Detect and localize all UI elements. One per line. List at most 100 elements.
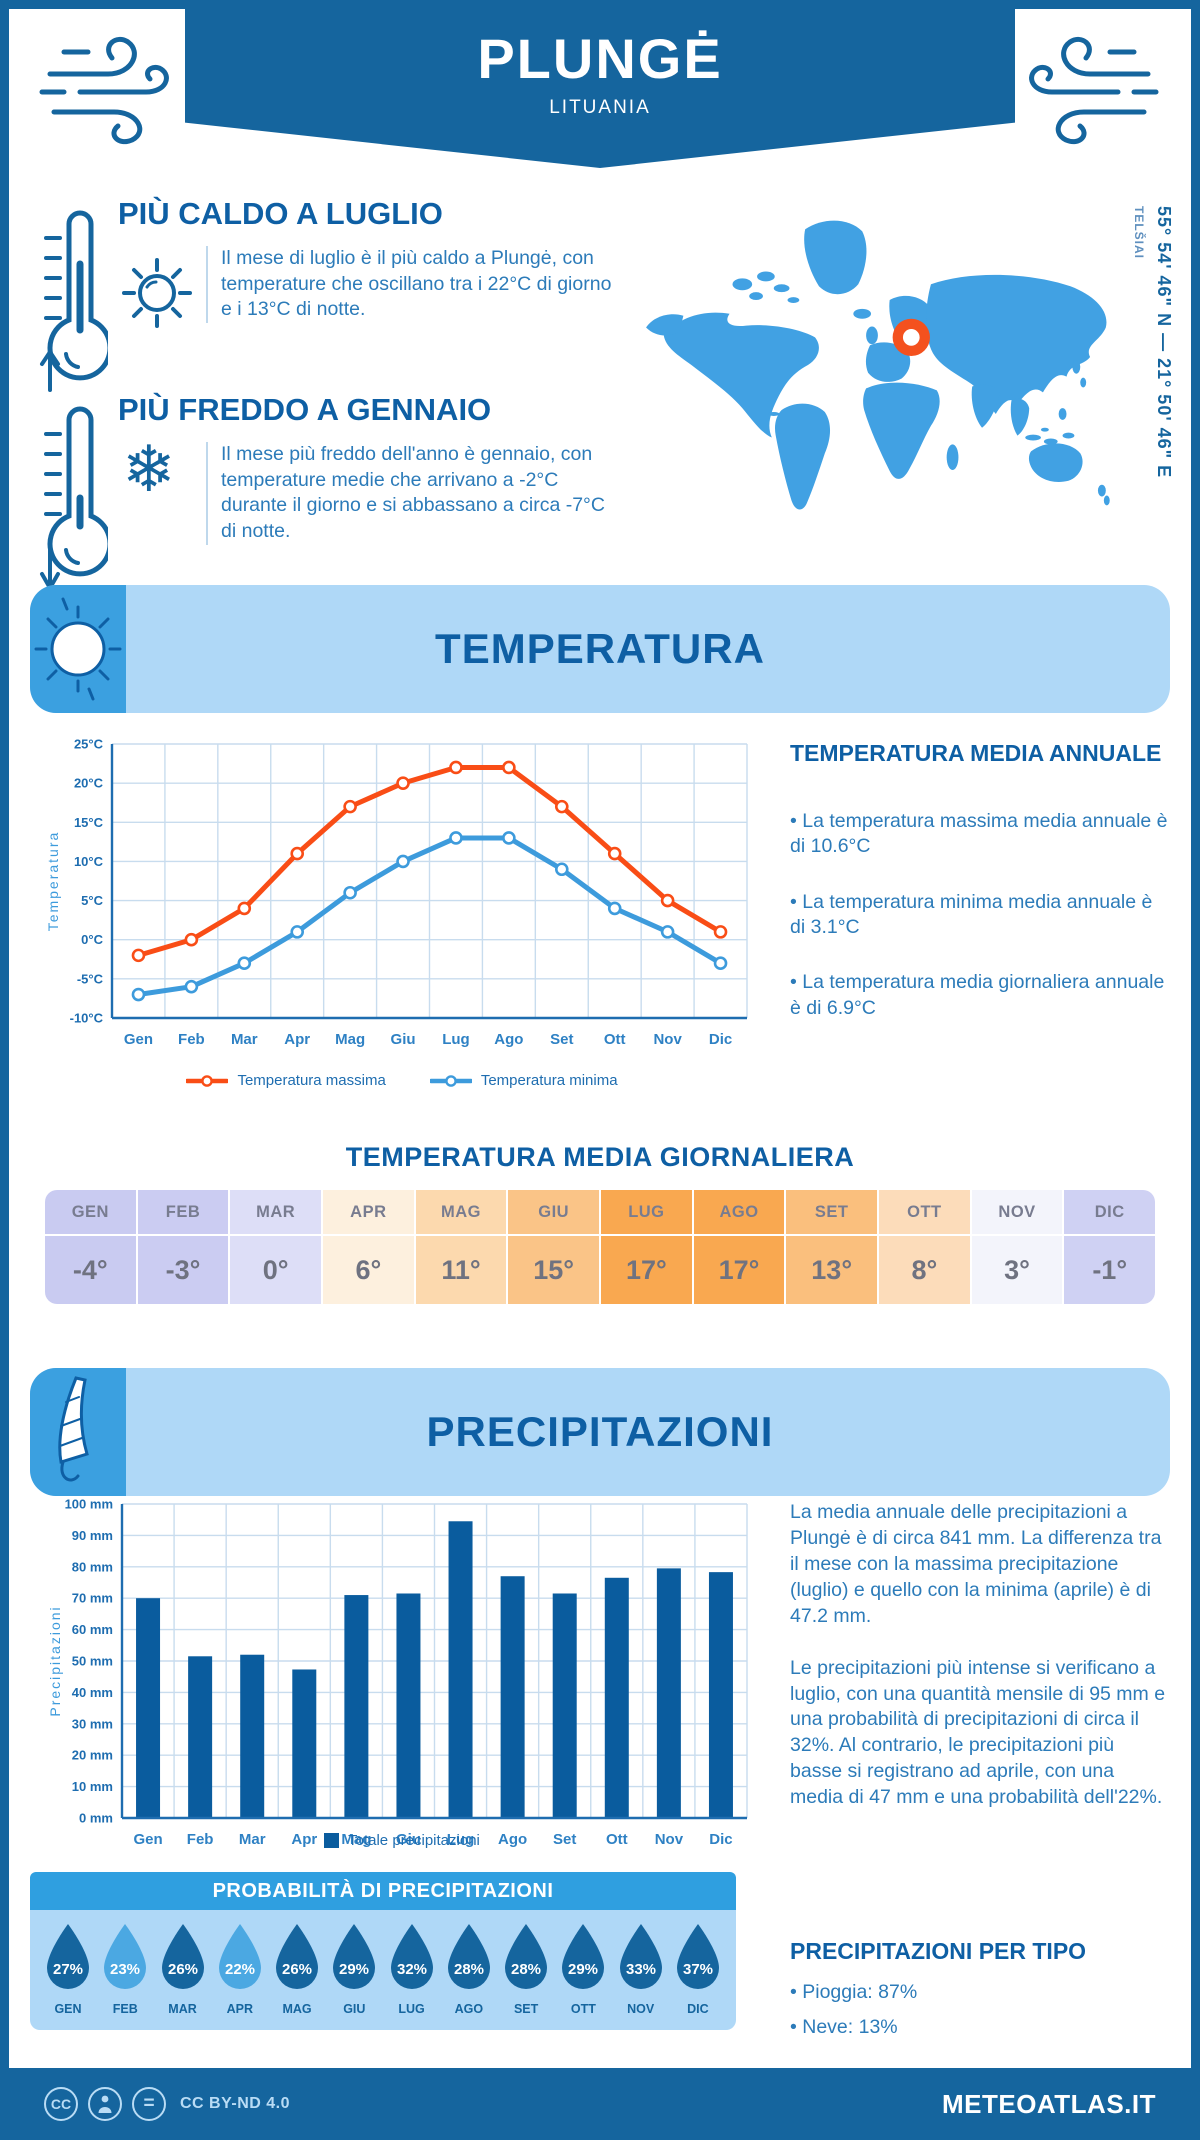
temp-table-value: 0°	[262, 1254, 289, 1285]
svg-text:15°C: 15°C	[74, 815, 104, 830]
svg-text:Giu: Giu	[391, 1031, 416, 1048]
droplet-icon: 29%	[562, 1924, 605, 1989]
temp-table-month: MAG	[415, 1190, 507, 1236]
droplet-icon: 29%	[333, 1924, 376, 1989]
temp-max-line	[135, 764, 724, 958]
wind-icon	[28, 18, 198, 153]
svg-text:Mag: Mag	[335, 1031, 365, 1048]
temp-table-cell-MAG: MAG 11°	[415, 1190, 509, 1304]
svg-text:10°C: 10°C	[74, 854, 104, 869]
svg-text:29%: 29%	[568, 1961, 598, 1978]
warm-title: PIÙ CALDO A LUGLIO	[118, 196, 443, 231]
temp-table-value: 13°	[811, 1254, 853, 1285]
temp-min-line	[135, 835, 724, 998]
svg-text:50 mm: 50 mm	[72, 1654, 113, 1669]
precipitation-probability-title: PROBABILITÀ DI PRECIPITAZIONI	[30, 1872, 736, 1910]
svg-text:0°C: 0°C	[81, 932, 103, 947]
svg-text:28%: 28%	[511, 1961, 541, 1978]
svg-text:Dic: Dic	[709, 1031, 732, 1048]
cold-title: PIÙ FREDDO A GENNAIO	[118, 392, 492, 427]
temp-table-month: MAR	[230, 1190, 322, 1236]
cold-body: Il mese più freddo dell'anno è gennaio, …	[206, 442, 614, 545]
coordinates-block: 55° 54' 46" N — 21° 50' 46" E TELŠIAI	[1132, 206, 1174, 546]
temp-table-month: GIU	[508, 1190, 600, 1236]
svg-text:Feb: Feb	[187, 1831, 214, 1848]
precip-drop-GEN: 27% GEN	[42, 1922, 94, 2016]
temperature-section-title: TEMPERATURA	[435, 625, 765, 672]
precip-drop-SET: 28% SET	[500, 1922, 552, 2016]
precip-drop-MAG: 26% MAG	[271, 1922, 323, 2016]
precip-drop-DIC: 37% DIC	[672, 1922, 724, 2016]
temp-table-value: 15°	[533, 1254, 575, 1285]
temp-table-month: APR	[323, 1190, 414, 1236]
svg-text:26%: 26%	[168, 1961, 198, 1978]
annual-bullet: • La temperatura minima media annuale è …	[790, 890, 1153, 939]
svg-text:80 mm: 80 mm	[72, 1559, 113, 1574]
temp-table-cell-AGO: AGO 17°	[693, 1190, 787, 1304]
temp-table-cell-SET: SET 13°	[786, 1190, 880, 1304]
precip-bar-Gen	[136, 1598, 161, 1818]
drop-month-label: DIC	[687, 2002, 709, 2016]
precip-bar-Dic	[708, 1572, 733, 1818]
svg-text:60 mm: 60 mm	[72, 1622, 113, 1637]
temp-table-cell-OTT: OTT 8°	[879, 1190, 972, 1304]
svg-text:10 mm: 10 mm	[72, 1779, 113, 1794]
precipitation-probability-panel: PROBABILITÀ DI PRECIPITAZIONI 27% GEN 23% F…	[30, 1872, 736, 2030]
precip-bar-Nov	[656, 1568, 681, 1818]
svg-text:Gen: Gen	[124, 1031, 153, 1048]
precip-bar-Ago	[500, 1576, 525, 1818]
svg-text:Ago: Ago	[498, 1831, 527, 1848]
svg-text:Ott: Ott	[606, 1831, 628, 1848]
precipitation-type-item: • Neve: 13%	[790, 2016, 898, 2038]
cc-icon: CC	[44, 2087, 78, 2121]
droplet-icon: 26%	[161, 1924, 204, 1989]
svg-text:90 mm: 90 mm	[72, 1528, 113, 1543]
precipitation-paragraph: Le precipitazioni più intense si verific…	[790, 1656, 1166, 1809]
svg-text:-5°C: -5°C	[77, 971, 104, 986]
precip-bar-Mag	[344, 1595, 369, 1818]
legend-item: Temperatura minima	[429, 1072, 618, 1089]
temp-table-month: AGO	[693, 1190, 785, 1236]
svg-text:Ago: Ago	[494, 1031, 523, 1048]
cc-nd-icon: =	[132, 2087, 166, 2121]
temp-table-month: DIC	[1064, 1190, 1155, 1236]
svg-text:22%: 22%	[225, 1961, 255, 1978]
droplet-icon: 37%	[676, 1924, 719, 1989]
svg-text:70 mm: 70 mm	[72, 1591, 113, 1606]
temp-table-month: LUG	[601, 1190, 692, 1236]
precip-bar-Giu	[396, 1593, 421, 1818]
precipitation-probability-drops: 27% GEN 23% FEB 26% MAR 22% APR 26% MAG 29% GIU 32% L…	[30, 1910, 736, 2030]
drop-month-label: GIU	[343, 2002, 366, 2016]
svg-text:Nov: Nov	[655, 1831, 684, 1848]
temp-table-value: -1°	[1092, 1254, 1128, 1285]
temp-table-value: 17°	[718, 1254, 760, 1285]
cc-license-icons: CC =	[44, 2087, 166, 2121]
svg-text:Ott: Ott	[604, 1031, 626, 1048]
svg-text:Dic: Dic	[709, 1831, 732, 1848]
temp-table-month: OTT	[879, 1190, 970, 1236]
sun-icon	[116, 252, 198, 339]
drop-month-label: NOV	[627, 2002, 655, 2016]
temp-table-value: 3°	[1004, 1254, 1030, 1285]
thermometer-warm-icon	[38, 202, 113, 399]
warm-body: Il mese di luglio è il più caldo a Plung…	[206, 246, 614, 324]
daily-temperature-table: GEN -4° FEB -3° MAR 0° APR 6° MAG 11° GIU 15° LUG 17°…	[45, 1190, 1155, 1304]
annual-bullet: • La temperatura media giornaliera annua…	[790, 971, 1165, 1019]
precip-drop-APR: 22% APR	[214, 1922, 266, 2016]
thermometer-cold-icon	[38, 398, 113, 595]
droplet-icon: 27%	[47, 1924, 89, 1989]
sun-banner-icon	[30, 585, 126, 713]
precip-bar-Apr	[292, 1669, 317, 1818]
svg-text:Mag: Mag	[341, 1831, 371, 1848]
snowflake-icon: ❄	[122, 433, 176, 507]
precip-drop-MAR: 26% MAR	[157, 1922, 209, 2016]
precipitation-chart-legend: Totale precipitazioni	[42, 1832, 762, 1849]
svg-text:20°C: 20°C	[74, 776, 104, 791]
svg-text:33%: 33%	[626, 1961, 656, 1978]
svg-text:40 mm: 40 mm	[72, 1685, 113, 1700]
wind-icon	[1000, 18, 1170, 153]
svg-text:Feb: Feb	[178, 1031, 205, 1048]
temp-table-cell-GEN: GEN -4°	[45, 1190, 138, 1304]
droplet-icon: 33%	[619, 1924, 662, 1989]
